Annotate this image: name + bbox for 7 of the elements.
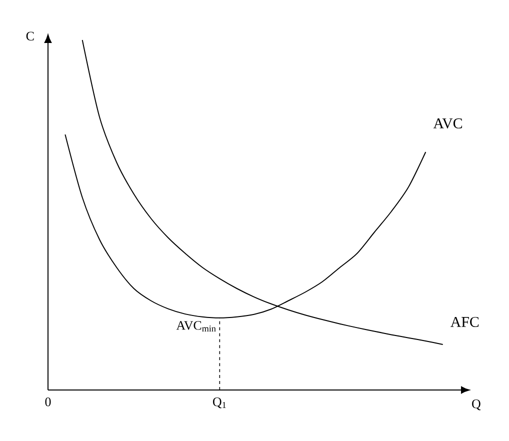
x-tick-label: Q$_{1}$ — [213, 398, 226, 408]
series-label: AFC — [450, 316, 479, 327]
series-label: AVC — [433, 118, 462, 128]
y-axis-title: C — [26, 32, 34, 40]
annotation: AVC$_{min}$ — [176, 321, 216, 332]
x-axis-title: Q — [472, 400, 481, 410]
x-tick-label: 0 — [45, 398, 51, 406]
